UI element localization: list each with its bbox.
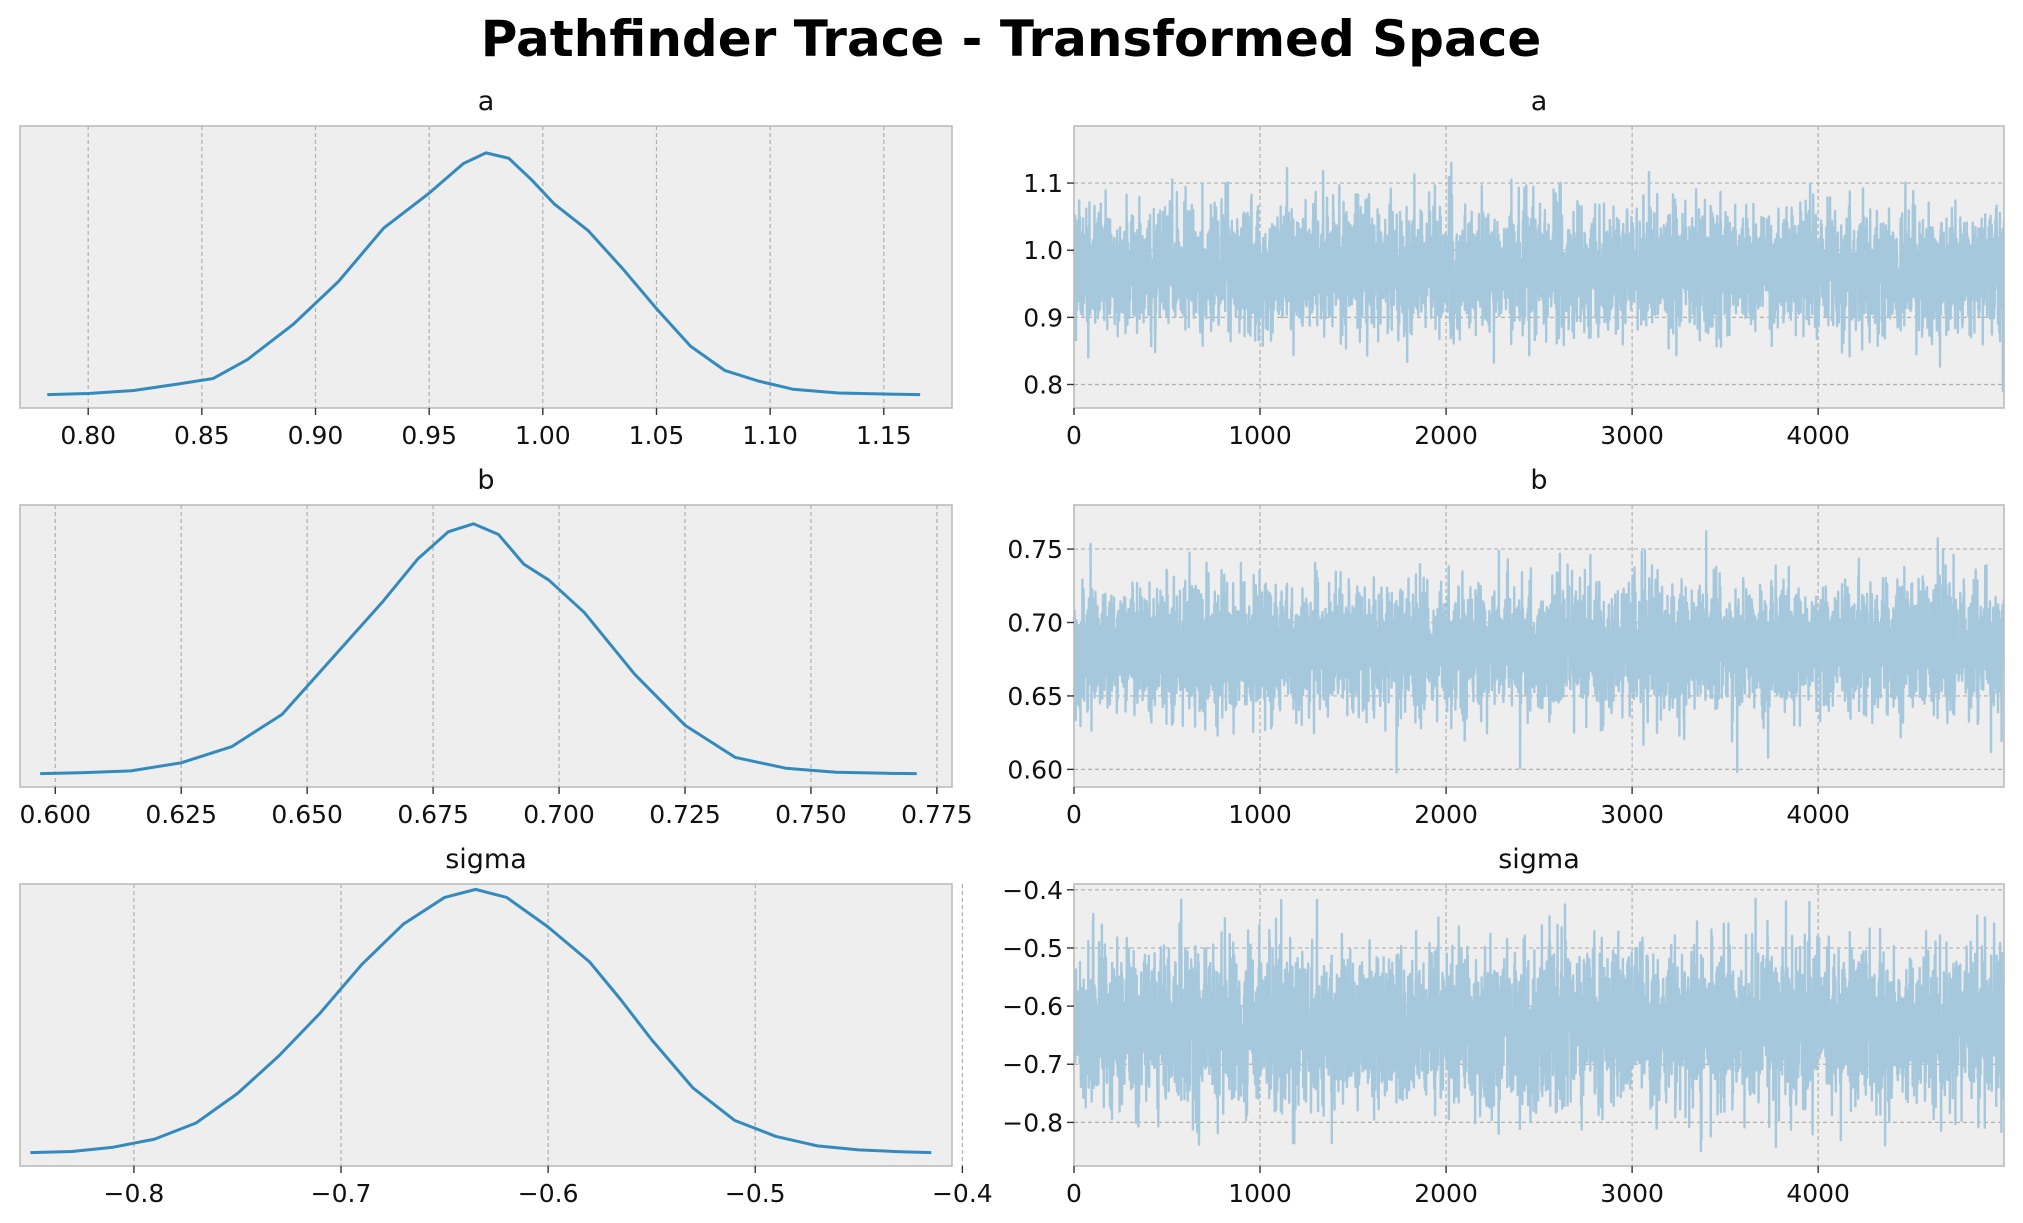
x-tick-label: 1.10	[742, 421, 798, 450]
axes-frame	[1073, 125, 2005, 409]
axes-background	[20, 884, 952, 1166]
x-tick-label: 3000	[1600, 421, 1664, 450]
x-tick-label: 0.775	[901, 800, 973, 829]
panel-title: a	[1531, 86, 1548, 117]
panel-title: sigma	[445, 844, 527, 875]
y-tick-label: 0.9	[1023, 303, 1063, 332]
axes-frame	[19, 125, 953, 409]
axes-frame	[1073, 504, 2005, 788]
y-tick-label: −0.4	[1002, 876, 1063, 905]
y-tick-label: 0.65	[1007, 682, 1063, 711]
y-tick-label: −0.6	[1002, 992, 1063, 1021]
x-tick-label: 0.600	[19, 800, 91, 829]
y-tick-label: 1.1	[1023, 169, 1063, 198]
trace-line	[1074, 530, 2004, 774]
panel-trace-3: b 0 1000 2000 3000 4000 0.60 0.65 0.70 0.75	[1007, 465, 2005, 829]
x-tick-label: −0.4	[932, 1179, 993, 1208]
axes-background	[20, 126, 952, 408]
y-tick-label: 0.60	[1007, 755, 1063, 784]
x-tick-label: 1.05	[629, 421, 685, 450]
x-tick-label: 4000	[1786, 421, 1850, 450]
axes-frame	[19, 883, 953, 1167]
axes-background	[20, 505, 952, 787]
x-tick-label: 3000	[1600, 800, 1664, 829]
x-tick-label: 0.80	[60, 421, 116, 450]
axes-frame	[1073, 883, 2005, 1167]
x-tick-label: 0.675	[397, 800, 469, 829]
x-tick-label: 0.750	[775, 800, 847, 829]
x-tick-label: 1.15	[856, 421, 912, 450]
y-tick-label: 0.70	[1007, 609, 1063, 638]
x-tick-label: 1000	[1228, 1179, 1292, 1208]
kde-line	[47, 151, 921, 397]
panel-kde-4: sigma −0.8 −0.7 −0.6 −0.5 −0.4	[19, 844, 993, 1208]
panel-title: b	[1530, 465, 1547, 496]
x-tick-label: 0.95	[401, 421, 457, 450]
x-tick-label: 4000	[1786, 800, 1850, 829]
x-tick-label: 0.625	[145, 800, 217, 829]
y-tick-label: 0.8	[1023, 371, 1063, 400]
x-tick-label: −0.8	[104, 1179, 165, 1208]
x-tick-label: 2000	[1414, 1179, 1478, 1208]
x-tick-label: 0.650	[271, 800, 343, 829]
kde-line	[30, 887, 932, 1155]
y-tick-label: −0.7	[1002, 1050, 1063, 1079]
x-tick-label: 1000	[1228, 421, 1292, 450]
trace-line	[1074, 897, 2004, 1153]
axes-frame	[19, 504, 953, 788]
x-tick-label: 1.00	[515, 421, 571, 450]
panel-title: b	[477, 465, 494, 496]
x-tick-label: 0.85	[174, 421, 230, 450]
x-tick-label: −0.7	[311, 1179, 372, 1208]
panel-title: sigma	[1498, 844, 1580, 875]
y-tick-label: −0.5	[1002, 934, 1063, 963]
x-tick-label: 3000	[1600, 1179, 1664, 1208]
y-tick-label: 1.0	[1023, 236, 1063, 265]
x-tick-label: 1000	[1228, 800, 1292, 829]
x-tick-label: 4000	[1786, 1179, 1850, 1208]
panel-title: a	[478, 86, 495, 117]
x-tick-label: −0.6	[518, 1179, 579, 1208]
y-tick-label: −0.8	[1002, 1108, 1063, 1137]
x-tick-label: 0	[1066, 1179, 1082, 1208]
panel-kde-0: a 0.80 0.85 0.90 0.95 1.00 1.05 1.10 1.15	[19, 86, 953, 450]
x-tick-label: −0.5	[725, 1179, 786, 1208]
x-tick-label: 0.700	[523, 800, 595, 829]
panel-trace-1: a 0 1000 2000 3000 4000 0.8 0.9 1.0 1.1	[1023, 86, 2005, 450]
x-tick-label: 2000	[1414, 421, 1478, 450]
panel-trace-5: sigma 0 1000 2000 3000 4000 −0.8 −0.7 −0.6 −0.5 −0…	[1002, 844, 2005, 1208]
y-tick-label: 0.75	[1007, 535, 1063, 564]
x-tick-label: 0	[1066, 421, 1082, 450]
kde-line	[40, 522, 917, 776]
x-tick-label: 0	[1066, 800, 1082, 829]
trace-line	[1074, 161, 2004, 393]
figure-title: Pathfinder Trace - Transformed Space	[481, 10, 1542, 68]
x-tick-label: 0.725	[649, 800, 721, 829]
panel-kde-2: b 0.600 0.625 0.650 0.675 0.700 0.725 0.750 0.77…	[19, 465, 973, 829]
x-tick-label: 2000	[1414, 800, 1478, 829]
x-tick-label: 0.90	[288, 421, 344, 450]
